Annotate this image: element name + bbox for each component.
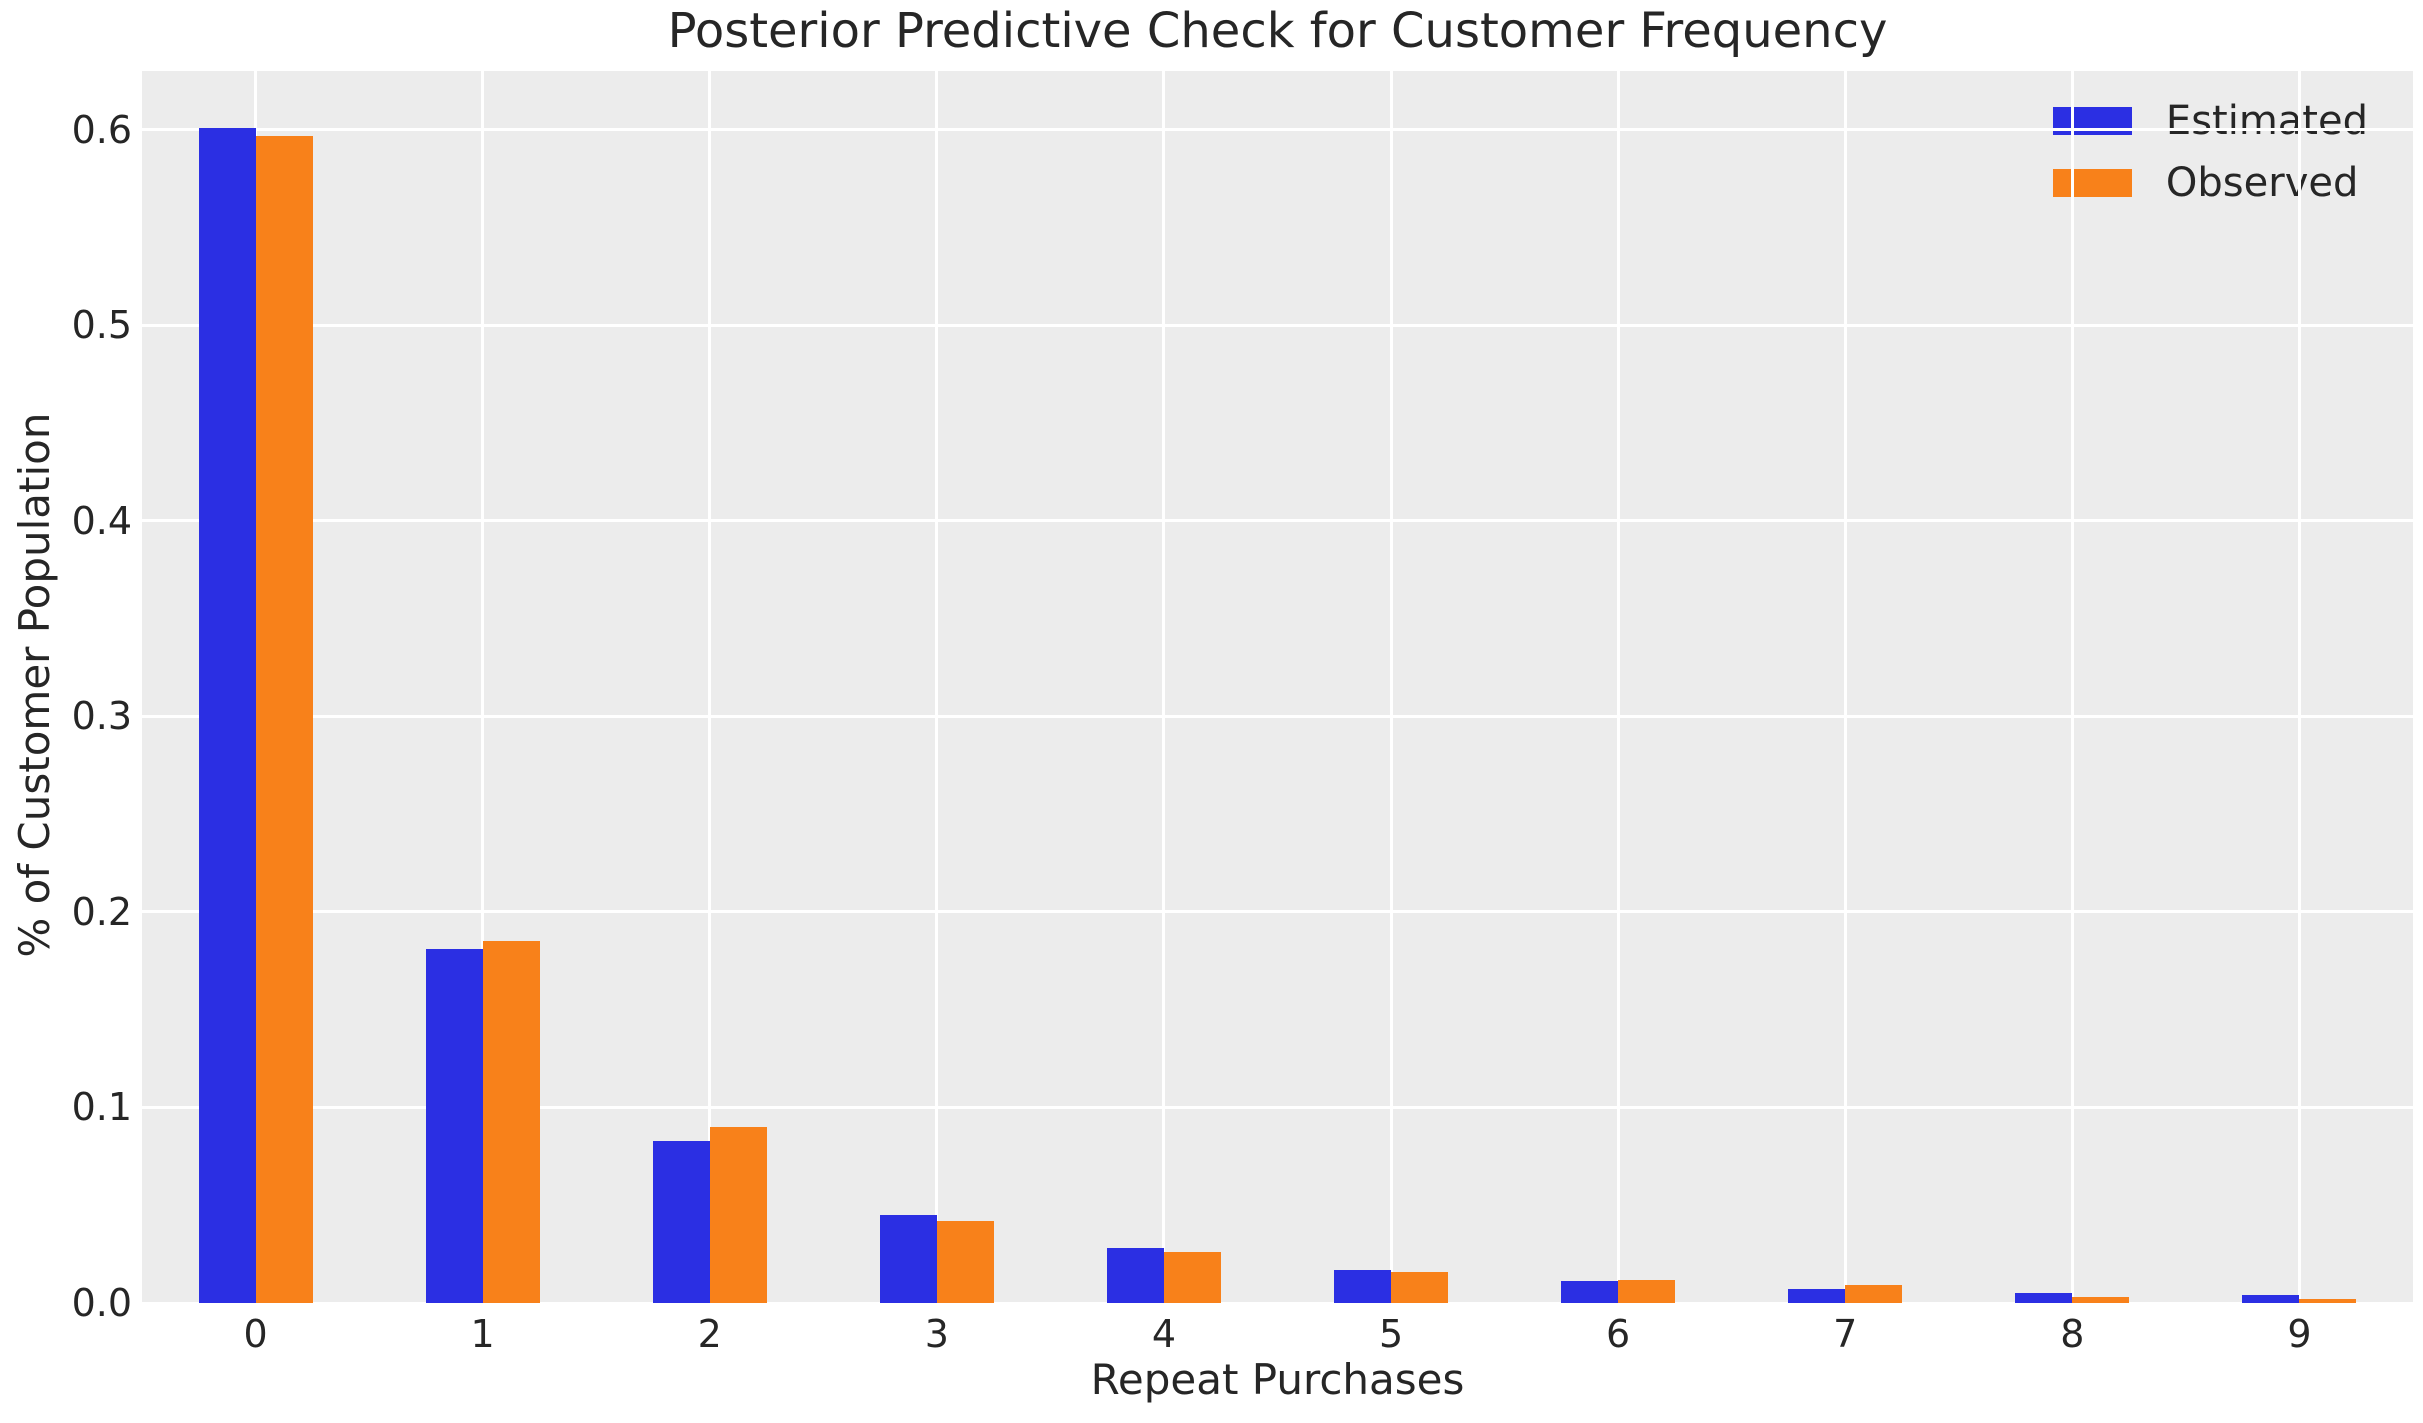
- v-gridline-4: [1162, 71, 1166, 1303]
- legend-label-estimated: Estimated: [2165, 98, 2368, 144]
- xtick-label-1: 1: [470, 1312, 495, 1356]
- bar-estimated-1: [425, 949, 483, 1303]
- ytick-label-0.1: 0.1: [71, 1085, 132, 1130]
- ytick-label-0.6: 0.6: [71, 107, 132, 152]
- legend-swatch-observed: [2052, 169, 2132, 197]
- ytick-label-0.5: 0.5: [71, 303, 132, 348]
- bar-observed-1: [482, 941, 540, 1303]
- xtick-label-6: 6: [1606, 1312, 1631, 1356]
- x-axis-label: Repeat Purchases: [1090, 1355, 1465, 1404]
- bar-observed-3: [936, 1221, 994, 1303]
- h-gridline-0.3: [142, 714, 2413, 718]
- bar-estimated-5: [1334, 1270, 1392, 1303]
- v-gridline-2: [708, 71, 712, 1303]
- bar-estimated-7: [1788, 1289, 1846, 1303]
- xtick-label-8: 8: [2060, 1312, 2085, 1356]
- legend-row-observed: Observed: [2052, 160, 2368, 206]
- v-gridline-8: [2070, 71, 2074, 1303]
- plot-area: Estimated Observed: [142, 71, 2413, 1305]
- bar-observed-7: [1845, 1285, 1903, 1303]
- bar-estimated-0: [198, 128, 256, 1303]
- ytick-label-0.0: 0.0: [71, 1281, 132, 1325]
- xtick-label-9: 9: [2287, 1312, 2312, 1356]
- v-gridline-3: [935, 71, 939, 1303]
- bar-observed-8: [2072, 1297, 2130, 1303]
- bar-estimated-4: [1106, 1248, 1164, 1303]
- bar-observed-0: [255, 136, 313, 1303]
- bar-estimated-6: [1561, 1281, 1619, 1303]
- h-gridline-0.6: [142, 128, 2413, 132]
- bar-observed-6: [1618, 1280, 1676, 1303]
- bar-observed-2: [709, 1127, 767, 1303]
- chart-title: Posterior Predictive Check for Customer …: [667, 3, 1888, 59]
- h-gridline-0.1: [142, 1105, 2413, 1109]
- h-gridline-0.5: [142, 323, 2413, 327]
- legend-label-observed: Observed: [2165, 160, 2359, 206]
- legend-row-estimated: Estimated: [2052, 98, 2368, 144]
- v-gridline-6: [1616, 71, 1620, 1303]
- ytick-label-0.3: 0.3: [71, 694, 132, 739]
- h-gridline-0.0: [142, 1301, 2413, 1305]
- xtick-label-5: 5: [1378, 1312, 1404, 1356]
- xtick-label-7: 7: [1833, 1312, 1858, 1356]
- v-gridline-1: [481, 71, 485, 1303]
- bar-observed-5: [1391, 1272, 1449, 1303]
- v-gridline-5: [1389, 71, 1393, 1303]
- ytick-label-0.4: 0.4: [71, 498, 132, 543]
- legend: Estimated Observed: [2052, 98, 2368, 206]
- bar-observed-4: [1163, 1252, 1221, 1303]
- bar-observed-9: [2299, 1299, 2357, 1303]
- v-gridline-9: [2297, 71, 2301, 1303]
- xtick-label-2: 2: [697, 1312, 722, 1356]
- bar-estimated-2: [652, 1141, 710, 1303]
- xtick-label-0: 0: [243, 1312, 268, 1356]
- y-axis-label: % of Customer Population: [9, 412, 59, 958]
- bar-estimated-9: [2242, 1295, 2300, 1303]
- h-gridline-0.2: [142, 910, 2413, 914]
- bar-estimated-3: [879, 1215, 937, 1303]
- xtick-label-3: 3: [924, 1312, 949, 1356]
- bar-estimated-8: [2015, 1293, 2073, 1303]
- h-gridline-0.4: [142, 519, 2413, 523]
- v-gridline-7: [1843, 71, 1847, 1303]
- ytick-label-0.2: 0.2: [71, 889, 132, 934]
- xtick-label-4: 4: [1151, 1312, 1177, 1356]
